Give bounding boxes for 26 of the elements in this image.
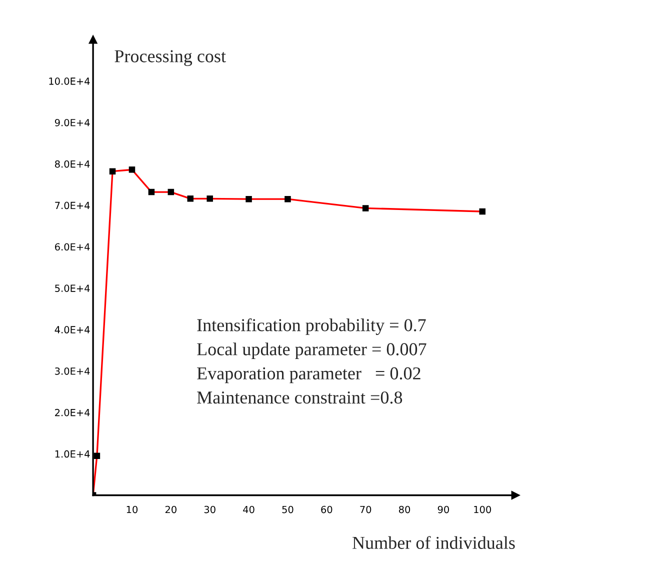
x-tick-label: 30: [204, 506, 216, 514]
y-axis-title: Processing cost: [114, 50, 226, 66]
x-axis-title: Number of individuals: [352, 536, 515, 549]
y-tick-label: 5.0E+4: [55, 284, 90, 292]
x-tick-label: 50: [282, 506, 294, 514]
x-tick-label: 40: [243, 506, 254, 514]
y-tick-label: 6.0E+4: [55, 243, 90, 251]
annotation: Local update parameter = 0.007: [197, 342, 426, 359]
y-tick-label: 1.0E+4: [55, 450, 90, 458]
annotation: Evaporation parameter = 0.02: [197, 367, 420, 384]
x-tick-label: 100: [474, 506, 491, 514]
annotation: Maintenance constraint =0.8: [197, 391, 402, 404]
y-tick-label: 2.0E+4: [55, 408, 90, 416]
y-tick-label: 10.0E+4: [49, 78, 90, 85]
y-tick-label: 3.0E+4: [55, 367, 90, 375]
y-tick-label: 4.0E+4: [54, 326, 90, 334]
y-tick-label: 8.0E+4: [55, 160, 90, 168]
y-tick-label: 9.0E+4: [54, 118, 90, 126]
x-tick-label: 60: [321, 506, 332, 514]
y-tick-label: 7.0E+4: [55, 202, 90, 210]
x-tick-label: 70: [360, 506, 372, 514]
x-tick-label: 80: [398, 506, 410, 514]
x-tick-label: 90: [438, 506, 449, 514]
x-tick-label: 20: [165, 506, 176, 514]
x-tick-label: 10: [126, 506, 138, 514]
annotation: Intensification probability = 0.7: [197, 318, 426, 335]
